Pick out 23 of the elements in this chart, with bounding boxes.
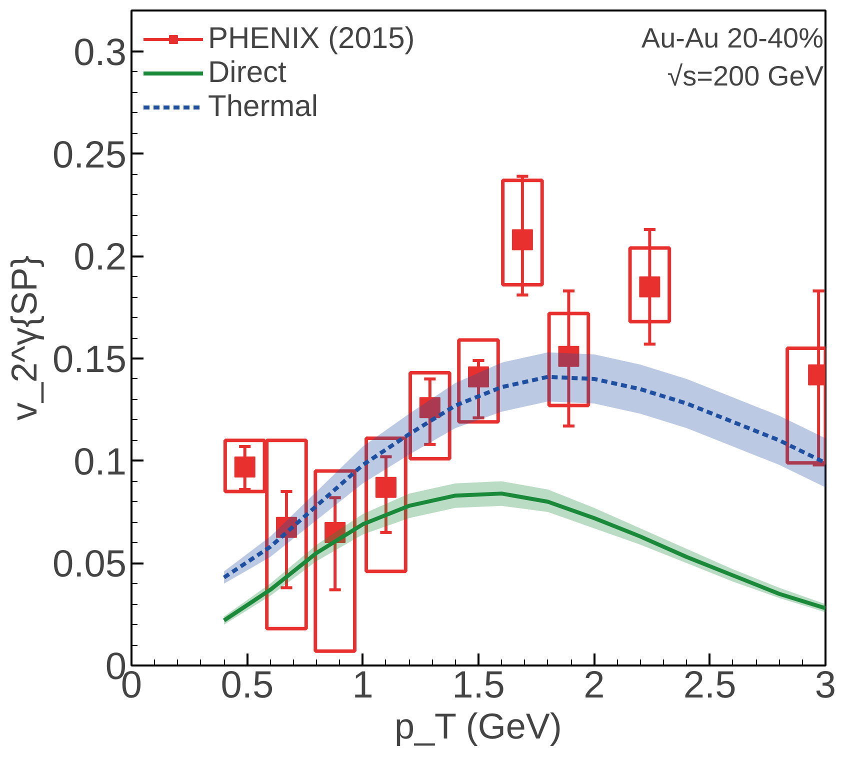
- x-tick-label: 3: [814, 664, 836, 706]
- point: [419, 397, 440, 418]
- x-tick-label: 2.5: [683, 664, 736, 706]
- legend-label: Direct: [208, 56, 286, 90]
- annotation: √s=200 GeV: [667, 60, 824, 92]
- y-tick-label: 0.3: [74, 32, 127, 74]
- y-tick-label: 0.1: [74, 441, 127, 484]
- y-tick-label: 0.25: [52, 134, 127, 176]
- point: [558, 346, 580, 367]
- legend-label: Thermal: [208, 90, 318, 124]
- point: [375, 476, 396, 498]
- x-tick-label: 0.5: [220, 664, 274, 706]
- point: [512, 229, 533, 250]
- legend-label: PHENIX (2015): [208, 22, 415, 56]
- y-tick-label: 0.05: [52, 544, 127, 586]
- x-axis-title: p_T (GeV): [394, 706, 562, 746]
- y-tick-label: 0.2: [74, 236, 127, 279]
- annotation: Au-Au 20-40%: [641, 22, 824, 54]
- x-tick-label: 2: [584, 664, 605, 706]
- y-tick-label: 0.15: [52, 338, 127, 381]
- y-axis-title: v_2^γ{SP}: [4, 255, 45, 421]
- x-tick-label: 1: [352, 664, 374, 706]
- x-tick-label: 1.5: [452, 664, 505, 706]
